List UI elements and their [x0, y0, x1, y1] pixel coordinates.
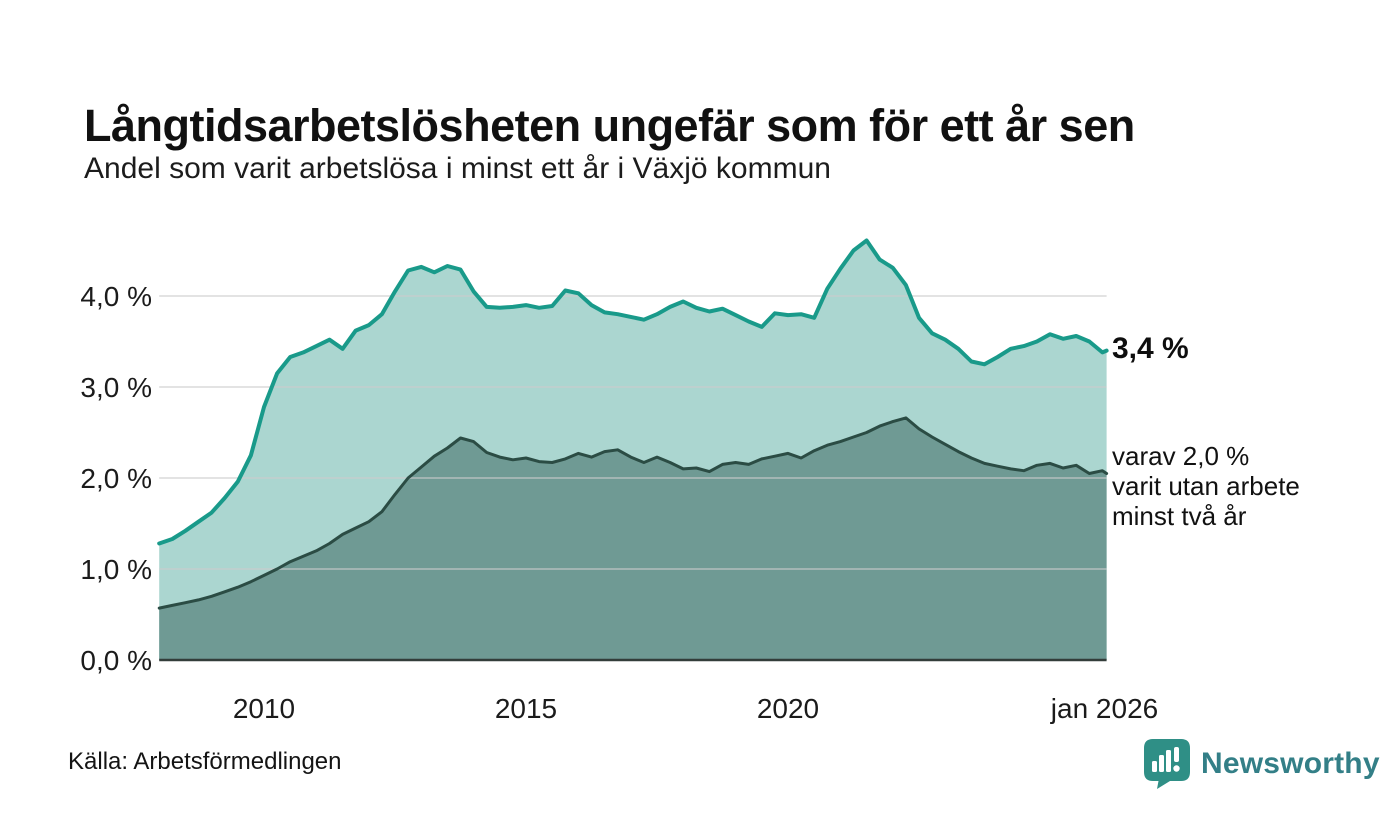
page-title: Långtidsarbetslösheten ungefär som för e… [84, 100, 1135, 152]
x-tick-label: 2010 [233, 693, 295, 724]
newsworthy-logo: Newsworthy [1144, 739, 1380, 789]
y-tick-label: 4,0 % [80, 281, 152, 312]
y-tick-label: 3,0 % [80, 372, 152, 403]
x-tick-label: 2015 [495, 693, 557, 724]
line-series-2 [157, 416, 1109, 610]
y-tick-label: 2,0 % [80, 463, 152, 494]
y-tick-label: 1,0 % [80, 554, 152, 585]
page-subtitle: Andel som varit arbetslösa i minst ett å… [84, 152, 831, 185]
newsworthy-wordmark: Newsworthy [1201, 747, 1380, 780]
end-value-label: 3,4 % [1112, 332, 1189, 365]
line-series-1 [157, 238, 1109, 546]
source-label: Källa: Arbetsförmedlingen [68, 748, 342, 775]
x-tick-label: 2020 [757, 693, 819, 724]
secondary-series-note: varav 2,0 % varit utan arbete minst två … [1112, 441, 1300, 531]
bar-chart-speech-bubble-icon [1144, 739, 1190, 789]
y-tick-label: 0,0 % [80, 645, 152, 676]
x-tick-label: jan 2026 [1050, 693, 1158, 724]
